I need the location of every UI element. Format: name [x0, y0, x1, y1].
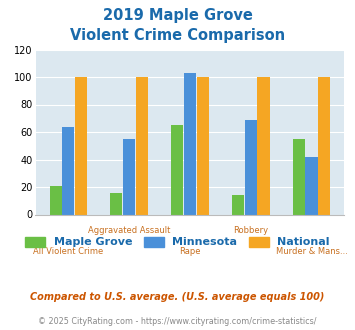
Text: 2019 Maple Grove: 2019 Maple Grove: [103, 8, 252, 23]
Bar: [184, 73, 196, 215]
Legend: Maple Grove, Minnesota, National: Maple Grove, Minnesota, National: [21, 232, 334, 252]
Text: Rape: Rape: [179, 248, 201, 256]
Text: Robbery: Robbery: [233, 226, 268, 235]
Bar: [171, 125, 183, 214]
Bar: [197, 77, 209, 214]
Text: Compared to U.S. average. (U.S. average equals 100): Compared to U.S. average. (U.S. average …: [30, 292, 325, 302]
Text: Aggravated Assault: Aggravated Assault: [88, 226, 170, 235]
Bar: [75, 77, 87, 214]
Bar: [136, 77, 148, 214]
Bar: [232, 195, 244, 214]
Bar: [245, 120, 257, 214]
Bar: [257, 77, 269, 214]
Bar: [123, 139, 135, 214]
Bar: [110, 192, 122, 214]
Bar: [293, 139, 305, 214]
Text: © 2025 CityRating.com - https://www.cityrating.com/crime-statistics/: © 2025 CityRating.com - https://www.city…: [38, 317, 317, 326]
Text: All Violent Crime: All Violent Crime: [33, 248, 104, 256]
Bar: [50, 185, 62, 214]
Bar: [318, 77, 330, 214]
Bar: [62, 126, 75, 214]
Bar: [305, 157, 318, 214]
Text: Violent Crime Comparison: Violent Crime Comparison: [70, 28, 285, 43]
Text: Murder & Mans...: Murder & Mans...: [275, 248, 348, 256]
